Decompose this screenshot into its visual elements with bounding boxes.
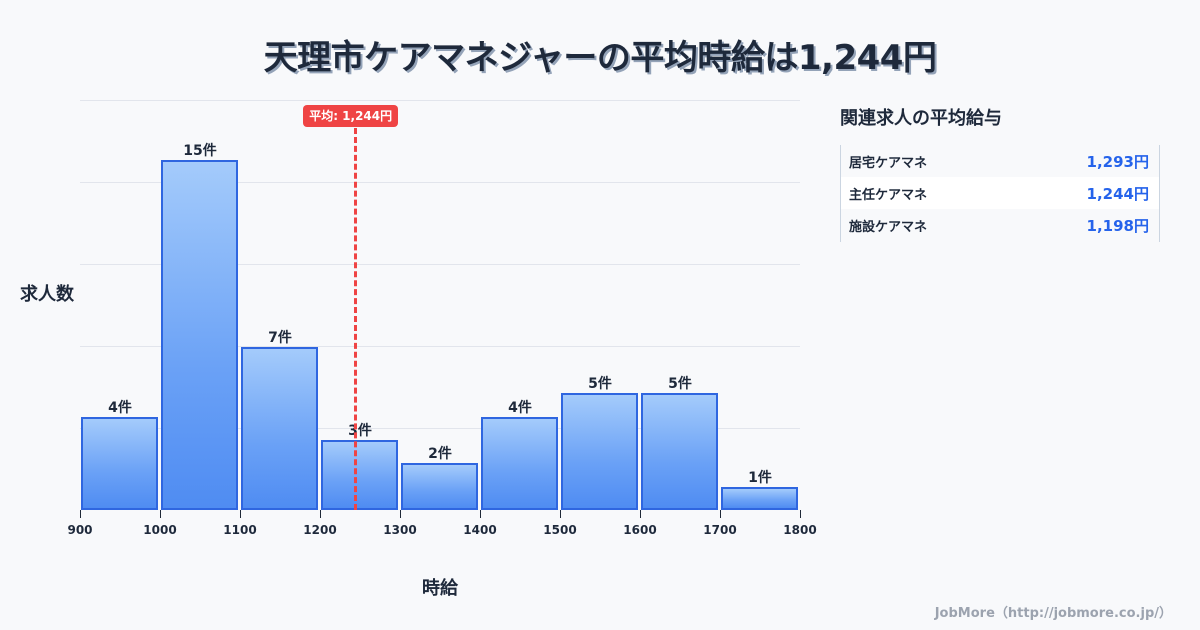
related-salary-table: 居宅ケアマネ 1,293円 主任ケアマネ 1,244円 施設ケアマネ 1,198…: [840, 145, 1160, 242]
histogram-bar: [561, 393, 638, 510]
x-tick: [640, 510, 641, 518]
gridline: [80, 264, 800, 265]
y-axis-label: 求人数: [20, 284, 74, 305]
bar-value-label: 5件: [668, 376, 692, 392]
x-tick-label: 1000: [143, 523, 177, 537]
x-tick: [400, 510, 401, 518]
histogram-bar: [321, 440, 398, 510]
salary-row: 主任ケアマネ 1,244円: [841, 177, 1159, 209]
bar-value-label: 4件: [508, 400, 532, 416]
gridline: [80, 428, 800, 429]
histogram-bar: [481, 417, 558, 510]
gridline: [80, 346, 800, 347]
bar-value-label: 2件: [428, 446, 452, 462]
histogram-bar: [161, 160, 238, 510]
salary-row: 施設ケアマネ 1,198円: [841, 209, 1159, 241]
x-axis-label: 時給: [422, 578, 458, 599]
x-tick: [480, 510, 481, 518]
x-tick: [320, 510, 321, 518]
gridline: [80, 100, 800, 101]
gridline: [80, 182, 800, 183]
bar-value-label: 3件: [348, 423, 372, 439]
x-tick: [240, 510, 241, 518]
job-salary: 1,293円: [1086, 152, 1149, 171]
average-badge: 平均: 1,244円: [303, 105, 399, 127]
page-title: 天理市ケアマネジャーの平均時給は1,244円: [263, 38, 937, 78]
x-tick-label: 1100: [223, 523, 257, 537]
bar-value-label: 4件: [108, 400, 132, 416]
histogram-bar: [401, 463, 478, 510]
x-tick-label: 1700: [703, 523, 737, 537]
job-name: 主任ケアマネ: [849, 187, 928, 203]
footer-credit: JobMore（http://jobmore.co.jp/）: [934, 606, 1172, 621]
x-tick: [160, 510, 161, 518]
histogram-bar: [721, 487, 798, 510]
bar-value-label: 5件: [588, 376, 612, 392]
histogram-bar: [641, 393, 718, 510]
job-name: 施設ケアマネ: [849, 219, 928, 235]
salary-row: 居宅ケアマネ 1,293円: [841, 145, 1159, 177]
histogram-chart: 4件 15件 7件 3件 2件 4件 5件 5件 1件 900 1000 1100 1200 1300 1…: [20, 100, 817, 599]
x-tick: [560, 510, 561, 518]
histogram-bar: [241, 347, 318, 510]
bar-value-label: 15件: [183, 143, 217, 159]
job-salary: 1,244円: [1086, 184, 1149, 203]
x-tick-label: 1300: [383, 523, 417, 537]
bar-value-label: 7件: [268, 330, 292, 346]
average-line: [354, 128, 358, 510]
x-tick: [720, 510, 721, 518]
job-salary: 1,198円: [1086, 216, 1149, 235]
x-tick-label: 1800: [783, 523, 817, 537]
x-tick-label: 1400: [463, 523, 497, 537]
related-salary-title: 関連求人の平均給与: [840, 108, 1002, 129]
bar-value-label: 1件: [748, 470, 772, 486]
x-tick-label: 1200: [303, 523, 337, 537]
histogram-bar: [81, 417, 158, 510]
x-tick-label: 1500: [543, 523, 577, 537]
x-tick-label: 900: [67, 523, 93, 537]
x-tick: [800, 510, 801, 518]
x-tick: [80, 510, 81, 518]
job-name: 居宅ケアマネ: [849, 155, 928, 171]
x-tick-label: 1600: [623, 523, 657, 537]
